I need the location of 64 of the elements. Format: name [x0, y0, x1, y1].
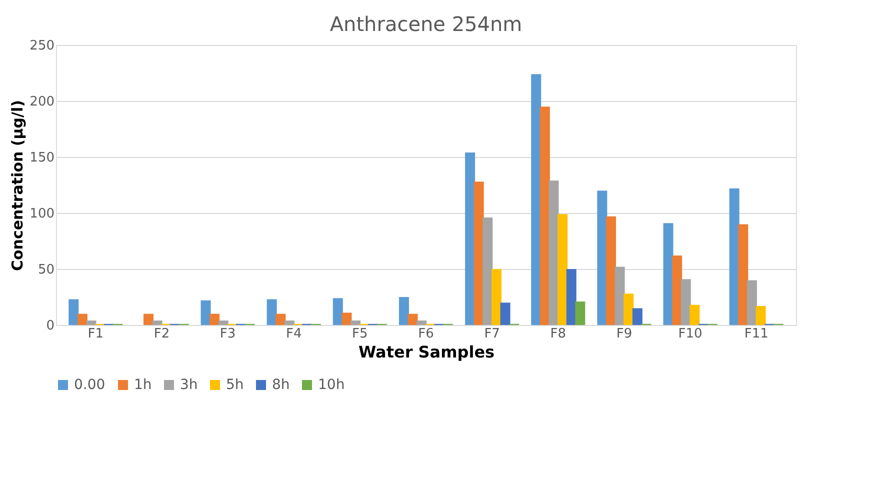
bar: [558, 214, 568, 325]
bar: [77, 314, 88, 325]
y-tick-label: 0: [46, 318, 54, 334]
bar: [614, 266, 625, 325]
x-tick-label: F11: [744, 326, 768, 342]
bar: [738, 224, 748, 325]
bar: [86, 320, 96, 325]
bar: [746, 280, 757, 325]
bar: [398, 297, 409, 325]
bar: [416, 320, 427, 325]
y-tick-label: 200: [30, 94, 54, 110]
x-tick-label: F1: [88, 326, 104, 342]
bar: [408, 314, 418, 325]
x-tick-label: F10: [678, 326, 702, 342]
x-tick-label: F3: [220, 326, 236, 342]
x-tick-label: F9: [616, 326, 632, 342]
bar: [144, 314, 154, 325]
bar: [284, 320, 294, 325]
bar: [672, 256, 682, 325]
y-tick-label: 50: [38, 262, 54, 278]
bar: [575, 301, 586, 325]
x-tick-label: F4: [286, 326, 302, 342]
bar: [350, 320, 361, 325]
y-tick-label: 100: [30, 206, 54, 222]
bar: [276, 314, 286, 325]
bar: [332, 298, 343, 325]
bar: [548, 180, 559, 325]
bar: [632, 308, 642, 325]
y-tick-label: 150: [30, 150, 54, 166]
bar: [218, 320, 228, 325]
bar: [500, 302, 510, 325]
x-tick-label: F2: [154, 326, 170, 342]
bar: [756, 306, 766, 325]
legend-label: 8h: [272, 377, 290, 393]
bar: [566, 269, 576, 325]
bar: [465, 152, 476, 325]
x-tick-label: F6: [418, 326, 434, 342]
bar: [540, 106, 550, 325]
bar: [68, 299, 79, 325]
bar: [690, 304, 700, 325]
bar: [531, 74, 542, 325]
x-tick-label: F7: [484, 326, 500, 342]
legend-label: 3h: [180, 377, 198, 393]
legend-label: 1h: [134, 377, 152, 393]
legend-label: 5h: [226, 377, 244, 393]
x-axis-title: Water Samples: [358, 342, 495, 362]
bar: [482, 217, 493, 325]
bar: [680, 279, 691, 325]
bar: [266, 299, 277, 325]
bar: [606, 216, 616, 325]
y-axis-title: Concentration (µg/l): [8, 100, 27, 272]
bar: [597, 190, 608, 325]
legend-label: 10h: [318, 377, 345, 393]
x-tick-label: F8: [550, 326, 566, 342]
bar: [152, 320, 162, 325]
bar: [210, 314, 220, 325]
y-tick-label: 250: [30, 38, 54, 54]
bar: [624, 294, 634, 325]
bar: [491, 269, 502, 325]
bar: [200, 300, 211, 325]
chart-title: Anthracene 254nm: [330, 12, 522, 36]
bar: [342, 312, 352, 325]
x-tick-label: F5: [352, 326, 368, 342]
legend-label: 0.00: [74, 377, 106, 393]
